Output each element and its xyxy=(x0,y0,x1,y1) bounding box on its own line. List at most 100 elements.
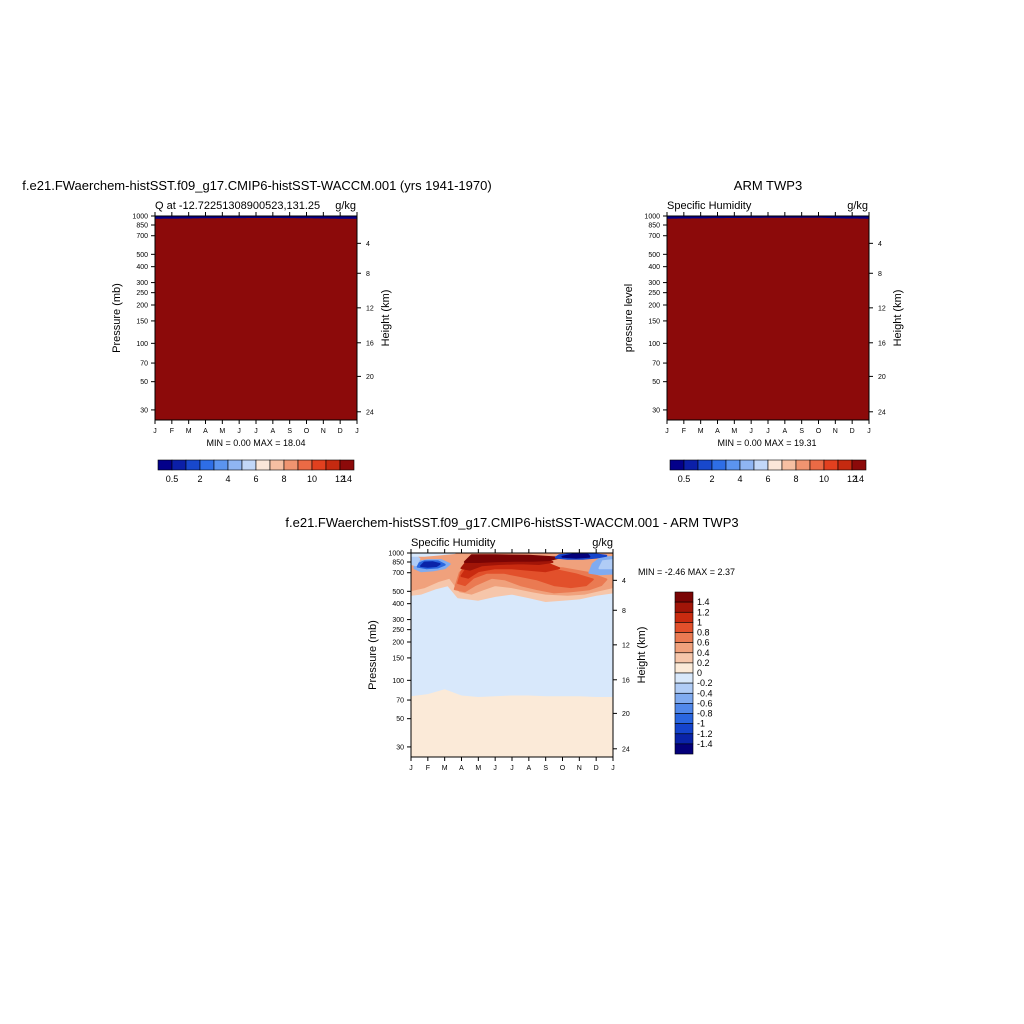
x-tick-label: F xyxy=(170,428,174,435)
contour-level xyxy=(667,217,869,420)
contour-level xyxy=(598,559,613,570)
y-tick-label: 1000 xyxy=(644,214,660,221)
min-max-label: MIN = 0.00 MAX = 18.04 xyxy=(206,438,305,448)
y-tick-label: 100 xyxy=(648,341,660,348)
colorbar-label: 0.4 xyxy=(697,648,710,658)
panel-variable-label: Specific Humidity xyxy=(667,200,752,212)
x-tick-label: D xyxy=(338,428,343,435)
y2-tick-label: 4 xyxy=(366,241,370,248)
panel-units-label: g/kg xyxy=(847,200,868,212)
colorbar-swatch xyxy=(809,459,825,471)
y2-tick-label: 4 xyxy=(878,241,882,248)
y-tick-label: 300 xyxy=(392,617,404,624)
y-tick-label: 70 xyxy=(652,361,660,368)
y-tick-label: 250 xyxy=(392,627,404,634)
y2-tick-label: 8 xyxy=(878,271,882,278)
colorbar-label: 4 xyxy=(737,474,742,484)
y-tick-label: 150 xyxy=(136,318,148,325)
y2-tick-label: 16 xyxy=(878,340,886,347)
colorbar-label: -0.4 xyxy=(697,688,713,698)
colorbar-label: 0.2 xyxy=(697,658,710,668)
contour-level xyxy=(420,561,441,568)
y-tick-label: 200 xyxy=(648,303,660,310)
colorbar-swatch xyxy=(725,459,741,471)
y-axis-label: Pressure (mb) xyxy=(367,620,379,690)
colorbar-label: 10 xyxy=(819,474,829,484)
colorbar-swatch xyxy=(157,459,173,471)
colorbar-label: 4 xyxy=(225,474,230,484)
y-tick-label: 200 xyxy=(136,303,148,310)
y2-tick-label: 16 xyxy=(366,340,374,347)
colorbar-swatch xyxy=(823,459,839,471)
y-tick-label: 70 xyxy=(396,698,404,705)
colorbar-label: -1.4 xyxy=(697,739,713,749)
colorbar-label: 2 xyxy=(709,474,714,484)
colorbar-swatch xyxy=(171,459,187,471)
axes: J F M A M J J A S O N D J 30 50 70 100 150 200 250 300 400 500… xyxy=(132,212,374,435)
contour-level xyxy=(463,554,561,563)
contour-field xyxy=(155,216,357,420)
y-tick-label: 850 xyxy=(136,222,148,229)
panel-title: f.e21.FWaerchem-histSST.f09_g17.CMIP6-hi… xyxy=(22,178,491,193)
x-tick-label: D xyxy=(594,765,599,772)
colorbar-label: 6 xyxy=(253,474,258,484)
y-tick-label: 300 xyxy=(136,280,148,287)
colorbar-swatch xyxy=(674,632,694,643)
colorbar-swatch xyxy=(753,459,769,471)
colorbar-swatch xyxy=(227,459,243,471)
colorbar-swatch xyxy=(795,459,811,471)
y-tick-label: 1000 xyxy=(132,214,148,221)
colorbar-swatch xyxy=(241,459,257,471)
colorbar-label: 12 xyxy=(335,474,345,484)
y2-tick-label: 20 xyxy=(366,374,374,381)
axes: J F M A M J J A S O N D J 30 50 70 100 150 200 250 300 400 500… xyxy=(388,549,630,772)
x-tick-label: J xyxy=(867,428,871,435)
panel-units-label: g/kg xyxy=(335,200,356,212)
colorbar-swatch xyxy=(213,459,229,471)
colorbar-swatch xyxy=(837,459,853,471)
x-tick-label: J xyxy=(611,765,615,772)
colorbar-swatch xyxy=(674,733,694,745)
x-tick-label: N xyxy=(833,428,838,435)
contour-level xyxy=(411,554,421,567)
colorbar-swatch xyxy=(339,459,355,471)
colorbar-label: 0.6 xyxy=(697,638,710,648)
x-tick-label: D xyxy=(850,428,855,435)
y-tick-label: 30 xyxy=(652,407,660,414)
x-tick-label: J xyxy=(355,428,359,435)
panel-units-label: g/kg xyxy=(592,537,613,549)
y-tick-label: 150 xyxy=(648,318,660,325)
y2-tick-label: 12 xyxy=(878,305,886,312)
x-tick-label: M xyxy=(442,765,448,772)
y2-tick-label: 20 xyxy=(622,711,630,718)
panel-obs: ARM TWP3 Specific Humidity g/kg J F M A M J J A… xyxy=(623,178,904,484)
y2-axis-label: Height (km) xyxy=(892,290,904,347)
y2-tick-label: 20 xyxy=(878,374,886,381)
x-tick-label: J xyxy=(749,428,753,435)
colorbar-swatch xyxy=(311,459,327,471)
y2-tick-label: 4 xyxy=(622,578,626,585)
colorbar-label: 10 xyxy=(307,474,317,484)
colorbar-swatch xyxy=(325,459,341,471)
y-tick-label: 500 xyxy=(136,252,148,259)
contour-level xyxy=(411,689,613,757)
contour-level xyxy=(438,596,449,626)
y-tick-label: 500 xyxy=(392,589,404,596)
x-tick-label: M xyxy=(475,765,481,772)
x-tick-label: J xyxy=(493,765,497,772)
contour-level xyxy=(411,553,456,557)
y-tick-label: 50 xyxy=(396,716,404,723)
colorbar-swatch xyxy=(669,459,685,471)
colorbar-swatch xyxy=(674,692,694,704)
y2-axis-label: Height (km) xyxy=(636,627,648,684)
x-tick-label: J xyxy=(766,428,770,435)
colorbar-swatch xyxy=(683,459,699,471)
colorbar-swatch xyxy=(674,601,694,613)
y-tick-label: 300 xyxy=(648,280,660,287)
min-max-label: MIN = -2.46 MAX = 2.37 xyxy=(638,567,735,577)
y2-tick-label: 16 xyxy=(622,677,630,684)
x-tick-label: J xyxy=(153,428,157,435)
colorbar-swatch xyxy=(781,459,797,471)
x-tick-label: M xyxy=(731,428,737,435)
